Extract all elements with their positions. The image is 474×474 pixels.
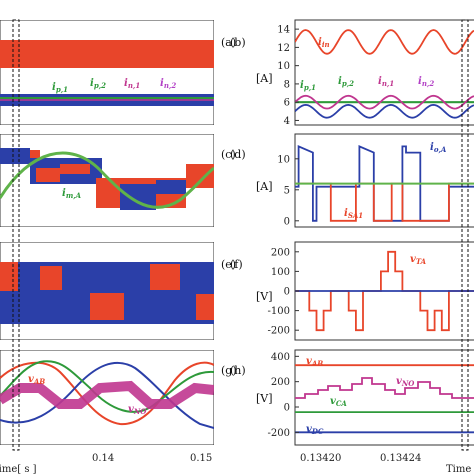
series-group-f — [295, 250, 474, 332]
series-group-d — [295, 145, 474, 222]
panel-c — [0, 134, 214, 227]
band-e-red-4 — [150, 264, 180, 290]
ytick-label: 4 — [284, 116, 290, 127]
label-i-SA1: iSA1 — [344, 208, 363, 220]
unit-d: [A] — [256, 180, 273, 193]
xtick-left-1: 0.15 — [190, 453, 212, 464]
time-marker-right — [461, 19, 469, 451]
band-e-red-3 — [90, 292, 124, 320]
panel-label-e: (e) — [221, 258, 236, 271]
ytick-label: 200 — [271, 377, 290, 388]
ytick-label: -100 — [268, 306, 290, 317]
panel-g — [0, 350, 214, 445]
label-i-p1-b: ip,1 — [300, 80, 316, 92]
label-v-AB-g: vAB — [28, 374, 45, 386]
unit-b: [A] — [256, 72, 273, 85]
panel-a-frame — [0, 20, 214, 125]
series-line-i-SA1 — [295, 182, 474, 222]
unit-h: [V] — [256, 392, 273, 405]
series-group-b — [295, 29, 474, 119]
band-e-red-1 — [0, 262, 18, 292]
ytick-label: 100 — [271, 267, 290, 278]
series-line-v-TA — [295, 250, 474, 332]
panel-e — [0, 242, 214, 340]
ytick-label: 200 — [271, 247, 290, 258]
panel-label-a: (a) — [221, 36, 236, 49]
label-i-p2-a: ip,2 — [90, 78, 106, 90]
block-blue-1 — [0, 148, 30, 164]
time-marker-left — [12, 19, 20, 451]
label-v-NO-g: vNO — [128, 404, 147, 416]
label-i-mA: im,A — [62, 188, 82, 200]
yticks-f: -200 -100 0 100 200 — [268, 247, 299, 337]
label-i-p2-b: ip,2 — [338, 76, 354, 88]
ytick-label: -200 — [268, 326, 290, 337]
panel-label-c: (c) — [221, 148, 236, 161]
panel-label-b: (b) — [230, 36, 246, 49]
label-i-n2-a: in,2 — [160, 78, 176, 90]
xlabel-left: Time[ s ] — [0, 464, 37, 474]
xtick-right-0: 0.13420 — [300, 453, 341, 464]
ytick-label: 0 — [284, 403, 290, 414]
panel-b-frame — [294, 19, 474, 126]
xtick-right-1: 0.13424 — [380, 453, 421, 464]
ytick-label: 400 — [271, 352, 290, 363]
series-line-i-in — [295, 29, 474, 55]
ytick-label: 0 — [284, 216, 290, 227]
label-v-NO-h: vNO — [396, 376, 415, 388]
series-group-h — [295, 364, 474, 434]
xlabel-right: Time — [446, 464, 471, 474]
label-i-oA: io,A — [430, 142, 447, 154]
label-i-n1-b: in,1 — [378, 76, 394, 88]
block-blue-5 — [186, 164, 214, 188]
ytick-label: 6 — [284, 98, 290, 109]
block-red-4 — [60, 164, 90, 174]
band-i-in — [0, 40, 214, 68]
label-i-in-b: iin — [318, 37, 330, 49]
ytick-label: 0 — [284, 287, 290, 298]
block-red-3 — [36, 168, 60, 182]
ytick-label: 5 — [284, 185, 290, 196]
line-i-mA-sine — [0, 151, 214, 209]
label-v-CA-h: vCA — [330, 396, 347, 408]
ytick-label: 12 — [277, 43, 290, 54]
ytick-label: -200 — [268, 428, 290, 439]
series-line-i-n-1 — [295, 94, 474, 110]
block-blue-4 — [156, 180, 186, 194]
yticks-d: 0 5 10 — [277, 154, 299, 227]
panel-label-f: (f) — [230, 258, 243, 271]
series-line-i-n-2 — [295, 103, 474, 119]
ytick-label: 10 — [277, 154, 290, 165]
right-plots — [295, 29, 474, 434]
panel-d-frame — [294, 133, 474, 228]
panel-label-d: (d) — [230, 148, 246, 161]
line-v-AB — [0, 361, 214, 426]
xtick-left-0: 0.14 — [92, 453, 114, 464]
label-i-n2-b: in,2 — [418, 76, 434, 88]
label-v-TA: vTA — [410, 254, 427, 266]
unit-f: [V] — [256, 290, 273, 303]
panel-label-g: (g) — [221, 364, 237, 377]
series-line-i-o-A — [295, 145, 474, 222]
line-v-NO-h — [295, 377, 474, 399]
yticks-h: -200 0 200 400 — [268, 352, 299, 439]
band-e-red-5 — [196, 294, 214, 320]
line-v-NO — [0, 380, 214, 409]
band-e-red-2 — [40, 266, 62, 290]
ytick-label: 8 — [284, 79, 290, 90]
yticks-b: 4 6 8 10 12 14 — [277, 25, 299, 127]
label-i-p1-a: ip,1 — [52, 82, 68, 94]
label-v-DC-h: vDC — [306, 424, 324, 436]
panel-a — [0, 20, 214, 125]
panel-label-h: (h) — [230, 364, 246, 377]
ytick-label: 10 — [277, 61, 290, 72]
ytick-label: 14 — [277, 25, 290, 36]
label-i-n1-a: in,1 — [124, 78, 140, 90]
label-v-AB-h: vAB — [306, 356, 323, 368]
